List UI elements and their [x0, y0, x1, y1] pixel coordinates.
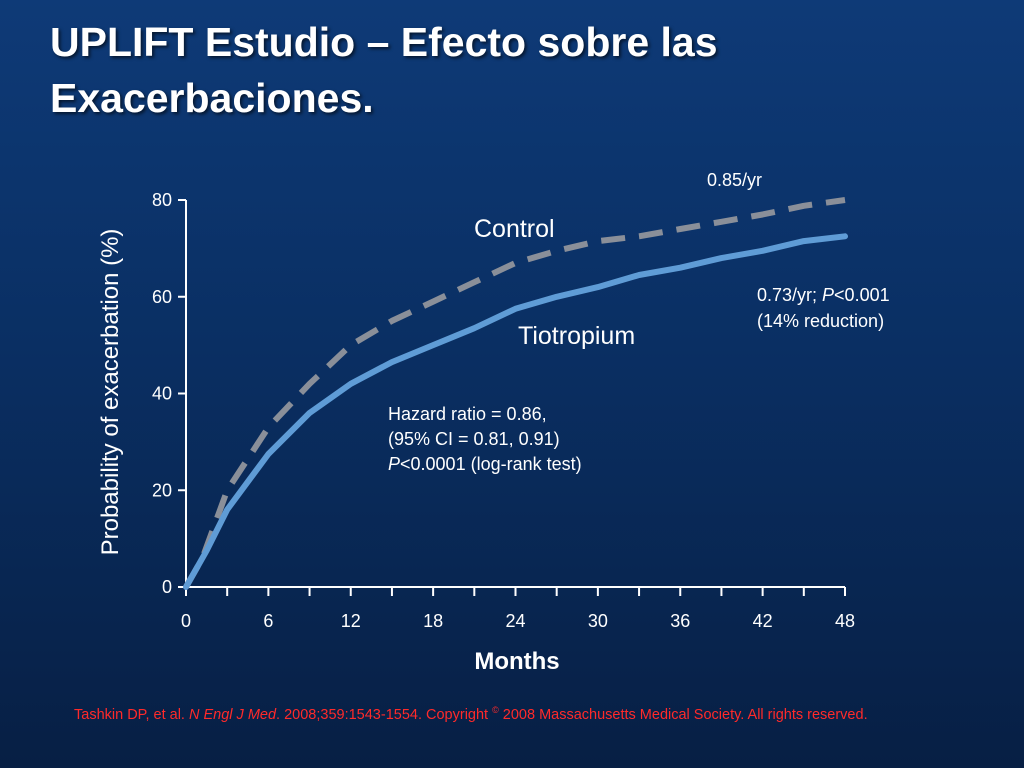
- y-tick-label: 60: [152, 287, 172, 307]
- y-tick-label: 20: [152, 480, 172, 500]
- y-tick-label: 40: [152, 384, 172, 404]
- slide-title-line2: Exacerbaciones.: [50, 75, 374, 121]
- x-tick-label: 12: [341, 611, 361, 631]
- source-suffix: 2008 Massachusetts Medical Society. All …: [498, 706, 868, 723]
- x-tick-label: 18: [423, 611, 443, 631]
- chart-labels: Probability of exacerbation (%) Months C…: [97, 170, 890, 675]
- slide-title-line1: UPLIFT Estudio – Efecto sobre las: [50, 19, 718, 65]
- slide-title: UPLIFT Estudio – Efecto sobre las Exacer…: [50, 14, 950, 126]
- hazard-ratio-line1: Hazard ratio = 0.86,: [388, 404, 547, 424]
- source-journal: N Engl J Med: [189, 706, 277, 723]
- series-line-tiotropium: [183, 233, 848, 590]
- series-label-tiotropium: Tiotropium: [518, 322, 635, 350]
- chart-series-lines: [183, 197, 848, 590]
- copyright-sign: ©: [492, 705, 499, 715]
- reduction-annotation: (14% reduction): [757, 311, 884, 331]
- tiotropium-rate-suffix: <0.001: [834, 285, 890, 305]
- control-rate-annotation: 0.85/yr: [707, 170, 762, 190]
- x-tick-label: 24: [505, 611, 525, 631]
- x-tick-label: 48: [835, 611, 855, 631]
- x-tick-label: 36: [670, 611, 690, 631]
- x-tick-label: 42: [753, 611, 773, 631]
- tiotropium-rate-prefix: 0.73/yr;: [757, 285, 822, 305]
- hazard-ratio-line3: P<0.0001 (log-rank test): [388, 454, 582, 474]
- x-tick-label: 30: [588, 611, 608, 631]
- tiotropium-rate-annotation: 0.73/yr; P<0.001: [757, 285, 890, 305]
- tiotropium-rate-p: P: [822, 285, 834, 305]
- source-middle: . 2008;359:1543-1554. Copyright: [276, 706, 493, 723]
- x-tick-label: 6: [263, 611, 273, 631]
- series-label-control: Control: [474, 215, 555, 243]
- y-tick-label: 80: [152, 190, 172, 210]
- y-tick-label: 0: [162, 577, 172, 597]
- source-citation: Tashkin DP, et al. N Engl J Med. 2008;35…: [74, 705, 868, 723]
- hazard-p-rest: <0.0001 (log-rank test): [400, 454, 582, 474]
- source-prefix: Tashkin DP, et al.: [74, 706, 189, 723]
- x-tick-label: 0: [181, 611, 191, 631]
- hazard-ratio-line2: (95% CI = 0.81, 0.91): [388, 429, 560, 449]
- hazard-p: P: [388, 454, 400, 474]
- series-line-control: [183, 197, 846, 589]
- y-axis-label: Probability of exacerbation (%): [97, 229, 124, 556]
- chart-axes: 0 20 40 60 80 0 6 12 18 24 30 36 42 48: [152, 190, 855, 631]
- x-axis-label: Months: [474, 648, 559, 675]
